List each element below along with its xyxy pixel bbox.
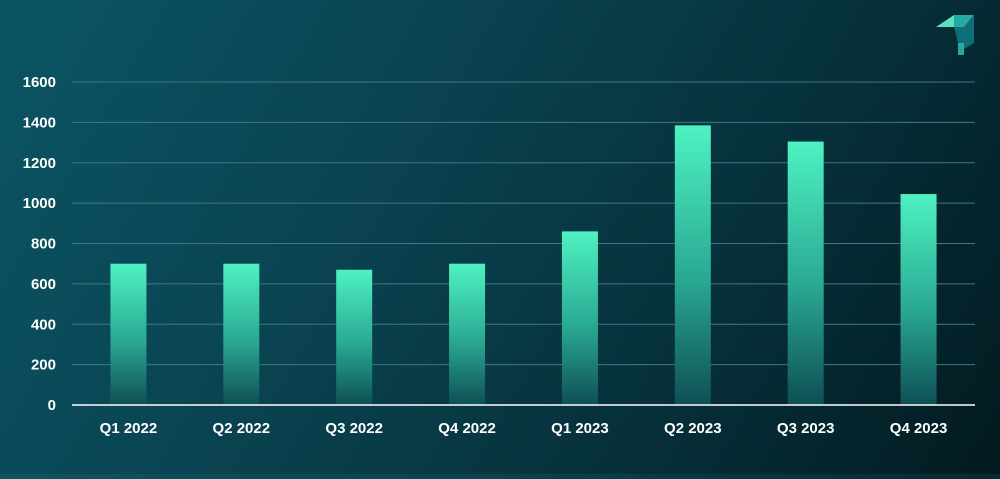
x-tick-label: Q1 2022 — [100, 420, 158, 437]
x-tick-label: Q4 2022 — [438, 420, 496, 437]
x-tick-label: Q2 2023 — [664, 420, 722, 437]
y-tick-label: 400 — [31, 316, 56, 333]
bar-q3-2022 — [336, 269, 373, 405]
y-tick-label: 1400 — [23, 114, 56, 131]
bar-q2-2022 — [223, 263, 260, 405]
y-tick-label: 800 — [31, 236, 56, 253]
bar-q1-2023 — [561, 231, 598, 405]
bar-q2-2023 — [674, 125, 711, 405]
y-tick-label: 1000 — [23, 195, 56, 212]
bar-q3-2023 — [787, 141, 824, 405]
x-axis-ticks: Q1 2022 Q2 2022 Q3 2022 Q4 2022 Q1 2023 Q2 20… — [100, 420, 948, 437]
gridlines — [72, 81, 975, 366]
brand-logo-icon — [936, 15, 974, 55]
x-tick-label: Q3 2023 — [777, 420, 835, 437]
bar-q1-2022 — [110, 263, 147, 405]
y-axis-ticks: 0 200 400 600 800 1000 1200 1400 1600 — [23, 74, 56, 414]
x-tick-label: Q1 2023 — [551, 420, 609, 437]
bar-q4-2023 — [900, 194, 937, 405]
y-tick-label: 600 — [31, 276, 56, 293]
x-tick-label: Q4 2023 — [890, 420, 948, 437]
y-tick-label: 1200 — [23, 155, 56, 172]
bar-q4-2022 — [449, 263, 486, 405]
bars — [110, 125, 937, 405]
x-tick-label: Q3 2022 — [325, 420, 383, 437]
y-tick-label: 200 — [31, 357, 56, 374]
y-tick-label: 0 — [48, 397, 56, 414]
y-tick-label: 1600 — [23, 74, 56, 91]
x-tick-label: Q2 2022 — [213, 420, 271, 437]
